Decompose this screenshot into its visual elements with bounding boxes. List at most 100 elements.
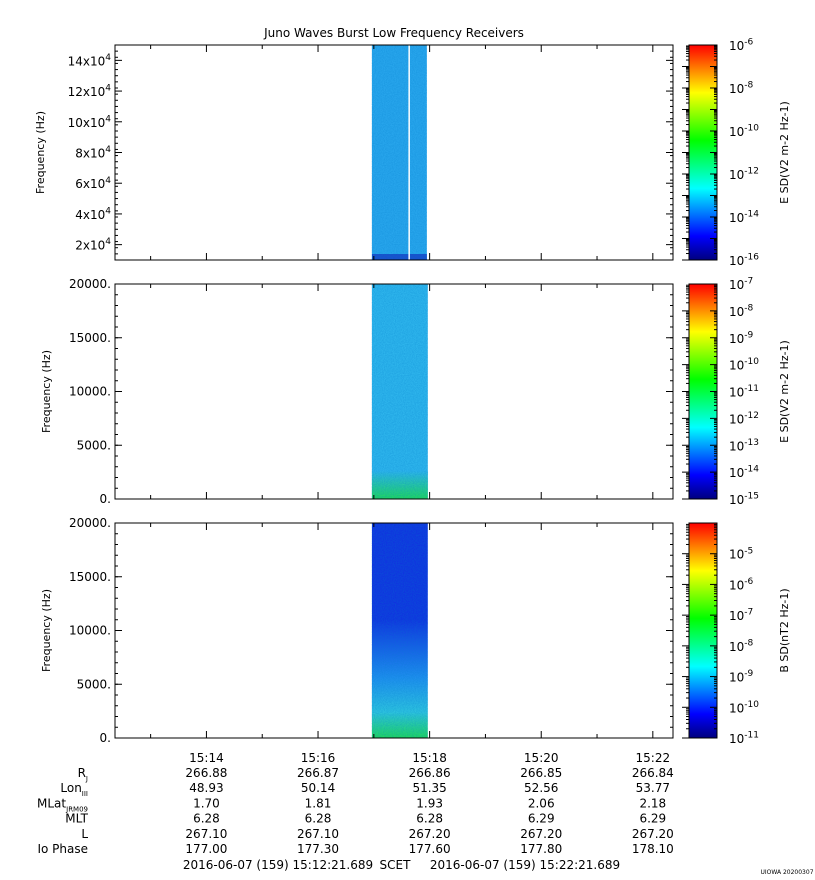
colorbar-tick-label: 10-11 — [729, 731, 759, 746]
colorbar-tick-label: 10-10 — [729, 357, 759, 372]
ephemeris-row-label: Io Phase — [37, 842, 88, 856]
footer-credit: UIOWA 20200307 — [760, 869, 813, 876]
colorbar-label: B SD(nT2 Hz-1) — [778, 588, 791, 672]
colorbar-tick-label: 10-11 — [729, 384, 759, 399]
y-tick-label: 10000. — [69, 624, 111, 638]
colorbar-tick-label: 10-10 — [729, 700, 759, 715]
ephemeris-value: 50.14 — [301, 781, 335, 795]
colorbar-tick-label: 10-8 — [729, 638, 754, 653]
ephemeris-row-label: LonIII — [60, 781, 88, 798]
ephemeris-value: 177.80 — [520, 842, 562, 856]
spectrogram-noise-texture — [371, 45, 427, 260]
ephemeris-value: 6.28 — [193, 812, 220, 826]
ephemeris-row-label: MLT — [65, 812, 88, 826]
ephemeris-value: 267.10 — [185, 827, 227, 841]
ephemeris-value: 1.70 — [193, 796, 220, 810]
footer-end-time: 2016-06-07 (159) 15:22:21.689 — [430, 858, 620, 872]
colorbar-tick-label: 10-9 — [729, 330, 754, 345]
y-tick-label: 6x104 — [75, 176, 111, 191]
colorbar-tick-label: 10-6 — [729, 38, 754, 53]
colorbar-tick-label: 10-15 — [729, 492, 759, 507]
x-tick-label: 15:22 — [636, 751, 671, 765]
ephemeris-table: RJ 266.88 266.87 266.86 266.85 266.84 LonIII 48… — [37, 766, 674, 856]
ephemeris-value: 266.86 — [409, 766, 451, 780]
y-tick-label: 12x104 — [68, 84, 112, 99]
ephemeris-value: 177.00 — [185, 842, 227, 856]
colorbar-tick-label: 10-12 — [729, 167, 759, 182]
ephemeris-value: 1.81 — [305, 796, 332, 810]
ephemeris-value: 51.35 — [412, 781, 446, 795]
colorbar-tick-label: 10-14 — [729, 465, 759, 480]
spectrogram-noise-texture — [371, 284, 428, 499]
panel-top: 2x104 4x104 6x104 8x104 10x104 12x104 14x104 Fr… — [34, 38, 791, 268]
footer-start-time: 2016-06-07 (159) 15:12:21.689 — [183, 858, 373, 872]
y-tick-label: 20000. — [69, 516, 111, 530]
y-tick-label: 4x104 — [75, 207, 111, 222]
colorbar-tick-label: 10-12 — [729, 411, 759, 426]
y-tick-label: 0. — [100, 731, 111, 745]
x-tick-label: 15:14 — [189, 751, 224, 765]
x-tick-label: 15:16 — [301, 751, 336, 765]
y-tick-label: 20000. — [69, 277, 111, 291]
ephemeris-value: 177.30 — [297, 842, 339, 856]
y-tick-label: 10000. — [69, 385, 111, 399]
ephemeris-row-label: RJ — [78, 766, 88, 783]
ephemeris-value: 177.60 — [409, 842, 451, 856]
colorbar-tick-label: 10-14 — [729, 210, 759, 225]
ephemeris-value: 6.29 — [639, 812, 666, 826]
y-tick-label: 14x104 — [68, 53, 112, 68]
colorbar-tick-label: 10-7 — [729, 608, 753, 623]
ephemeris-value: 178.10 — [632, 842, 674, 856]
time-axis-labels: 15:14 15:16 15:18 15:20 15:22 — [189, 751, 670, 765]
colorbar-tick-label: 10-7 — [729, 277, 753, 292]
figure-title: Juno Waves Burst Low Frequency Receivers — [263, 26, 524, 40]
ephemeris-row-label: MLatJRM09 — [37, 796, 88, 813]
y-axis-label: Frequency (Hz) — [34, 111, 47, 194]
colorbar-tick-label: 10-6 — [729, 577, 754, 592]
colorbar-tick-label: 10-5 — [729, 546, 753, 561]
colorbar-tick-label: 10-16 — [729, 253, 759, 268]
ephemeris-value: 266.88 — [185, 766, 227, 780]
y-tick-label: 15000. — [69, 331, 111, 345]
y-tick-label: 0. — [100, 492, 111, 506]
spectrogram-noise-texture — [371, 523, 428, 738]
ephemeris-value: 6.28 — [416, 812, 443, 826]
colorbar-tick-label: 10-9 — [729, 669, 754, 684]
colorbar-tick-label: 10-8 — [729, 303, 754, 318]
y-tick-label: 5000. — [77, 438, 111, 452]
y-tick-label: 15000. — [69, 570, 111, 584]
y-axis-label: Frequency (Hz) — [40, 589, 53, 672]
colorbar-label: E SD(V2 m-2 Hz-1) — [778, 340, 791, 443]
y-axis-label: Frequency (Hz) — [40, 350, 53, 433]
colorbar-tick-label: 10-10 — [729, 124, 759, 139]
colorbar-tick-label: 10-13 — [729, 438, 759, 453]
x-tick-label: 15:20 — [524, 751, 559, 765]
panels: 2x104 4x104 6x104 8x104 10x104 12x104 14x104 Fr… — [34, 38, 791, 746]
colorbar-label: E SD(V2 m-2 Hz-1) — [778, 101, 791, 204]
ephemeris-value: 266.87 — [297, 766, 339, 780]
y-tick-label: 10x104 — [68, 114, 112, 129]
ephemeris-value: 48.93 — [189, 781, 223, 795]
ephemeris-value: 267.20 — [409, 827, 451, 841]
ephemeris-value: 2.06 — [528, 796, 555, 810]
ephemeris-value: 52.56 — [524, 781, 558, 795]
ephemeris-value: 6.29 — [528, 812, 555, 826]
ephemeris-value: 266.84 — [632, 766, 674, 780]
colorbar — [688, 522, 718, 739]
ephemeris-value: 6.28 — [305, 812, 332, 826]
ephemeris-value: 53.77 — [636, 781, 670, 795]
ephemeris-value: 2.18 — [639, 796, 666, 810]
y-tick-label: 2x104 — [75, 237, 111, 252]
colorbar-tick-label: 10-8 — [729, 81, 754, 96]
y-tick-label: 8x104 — [75, 145, 111, 160]
ephemeris-row-label: L — [81, 827, 88, 841]
y-tick-label: 5000. — [77, 677, 111, 691]
ephemeris-value: 267.20 — [520, 827, 562, 841]
panel-bottom: 0. 5000. 10000. 15000. 20000. Frequency (Hz) 1… — [40, 516, 791, 746]
ephemeris-value: 267.10 — [297, 827, 339, 841]
x-tick-label: 15:18 — [412, 751, 447, 765]
ephemeris-value: 266.85 — [520, 766, 562, 780]
ephemeris-value: 267.20 — [632, 827, 674, 841]
footer-scet-label: SCET — [380, 858, 412, 872]
